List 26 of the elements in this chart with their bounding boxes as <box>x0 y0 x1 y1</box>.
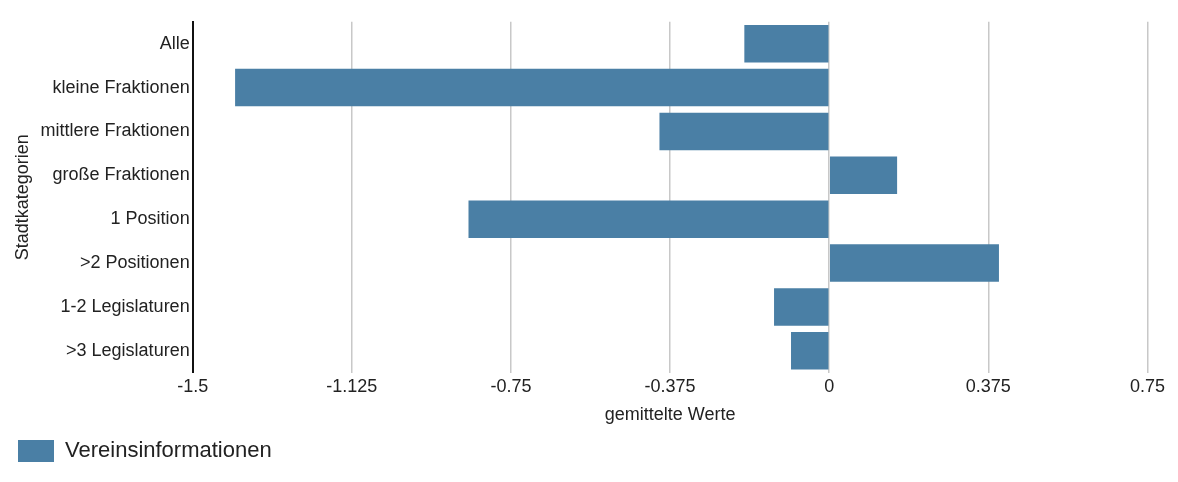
x-tick-label: -1.5 <box>177 375 209 396</box>
bar <box>829 244 999 282</box>
y-tick-label: >3 Legislaturen <box>66 339 190 360</box>
bar <box>235 68 829 107</box>
x-tick-label: -1.125 <box>326 375 378 396</box>
y-tick-label: große Fraktionen <box>52 164 190 185</box>
y-tick-label: Alle <box>159 32 190 53</box>
y-axis-title: Stadtkategorien <box>11 134 32 261</box>
bar <box>774 288 829 326</box>
bar <box>791 332 829 370</box>
x-axis-title: gemittelte Werte <box>604 404 736 425</box>
x-tick-label: -0.375 <box>644 375 696 396</box>
bar <box>829 156 898 195</box>
bar <box>744 24 829 63</box>
x-tick-label: 0 <box>824 375 835 396</box>
x-tick-label: -0.75 <box>490 375 532 396</box>
bar <box>659 112 829 151</box>
x-tick-label: 0.75 <box>1129 375 1166 396</box>
y-tick-label: kleine Fraktionen <box>52 76 190 97</box>
y-tick-label: mittlere Fraktionen <box>40 120 190 141</box>
bar <box>468 200 829 238</box>
x-tick-label: 0.375 <box>965 375 1011 396</box>
legend-label: Vereinsinformationen <box>65 437 272 463</box>
y-tick-label: >2 Positionen <box>80 252 190 273</box>
y-tick-label: 1 Position <box>110 208 190 229</box>
y-tick-label: 1-2 Legislaturen <box>60 295 190 316</box>
